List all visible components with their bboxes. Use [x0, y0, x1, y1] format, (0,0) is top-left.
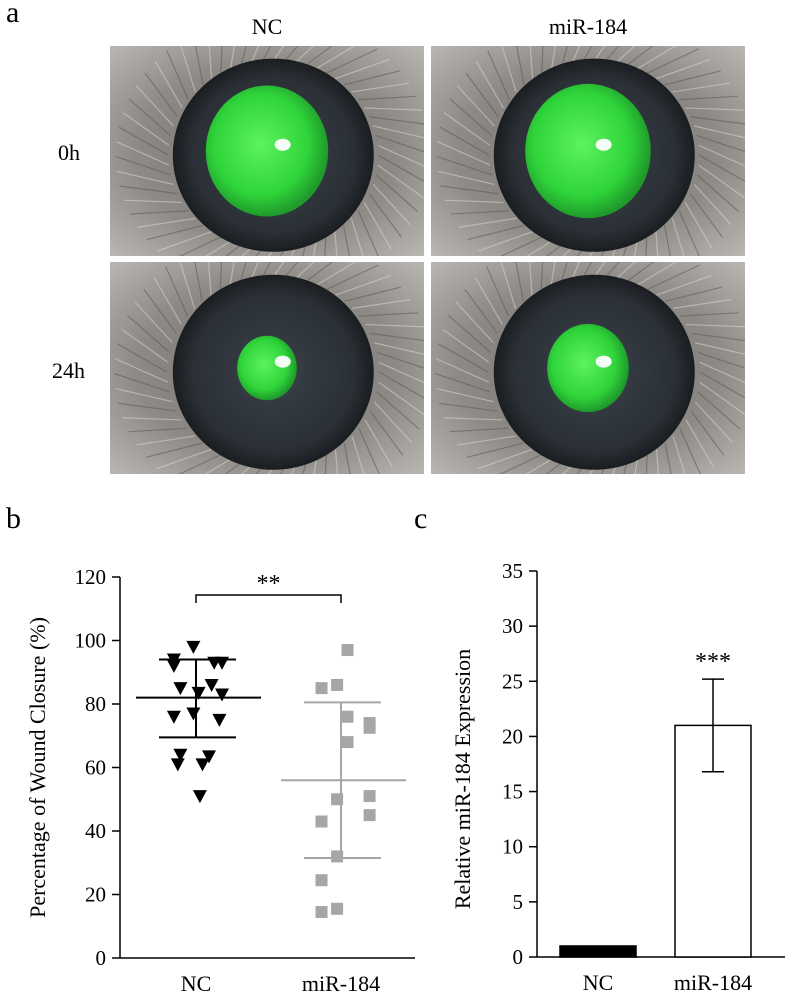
data-point-nc — [170, 758, 185, 772]
y-tick-label: 25 — [502, 669, 523, 693]
data-point-nc — [202, 750, 216, 764]
light-reflection — [595, 138, 612, 151]
fluorescein-stain — [547, 323, 629, 413]
y-tick-label: 5 — [513, 890, 524, 914]
y-tick-label: 20 — [502, 724, 523, 748]
data-point-nc — [166, 710, 181, 724]
y-tick-label: 120 — [75, 565, 107, 589]
y-tick-label: 40 — [85, 819, 106, 843]
y-tick-label: 10 — [502, 835, 523, 859]
data-point-mir184 — [331, 678, 344, 691]
x-tick-label: miR-184 — [302, 971, 380, 996]
fluorescein-stain — [525, 83, 651, 219]
fluorescein-stain — [237, 335, 297, 401]
data-point-mir184 — [341, 644, 354, 657]
light-reflection — [595, 355, 612, 368]
data-point-nc — [204, 678, 219, 692]
y-tick-label: 35 — [502, 559, 523, 583]
y-tick-label: 30 — [502, 614, 523, 638]
data-point-mir184 — [315, 874, 328, 887]
y-axis-label: Relative miR-184 Expression — [450, 649, 475, 909]
data-point-mir184 — [331, 902, 344, 915]
data-point-nc — [212, 713, 227, 727]
data-point-nc — [173, 682, 188, 696]
data-point-mir184 — [341, 736, 354, 749]
data-point-nc — [173, 748, 188, 762]
y-axis-label: Percentage of Wound Closure (%) — [25, 617, 50, 918]
significance-label: ** — [257, 571, 281, 597]
bar-nc — [559, 945, 637, 958]
fluorescein-stain — [205, 85, 329, 217]
y-tick-label: 0 — [96, 946, 107, 970]
x-tick-label: NC — [583, 970, 614, 995]
y-tick-label: 100 — [75, 629, 107, 653]
data-point-mir184 — [363, 809, 376, 822]
column-label-mir184: miR-184 — [548, 14, 628, 39]
light-reflection — [274, 138, 291, 151]
data-point-mir184 — [363, 790, 376, 803]
eye-image-nc-0h — [110, 46, 424, 256]
data-point-mir184 — [315, 815, 328, 828]
data-point-nc — [215, 688, 229, 702]
y-tick-label: 60 — [85, 756, 106, 780]
y-tick-label: 0 — [513, 945, 524, 969]
chart-b-wound-closure: 0 20 40 60 80 100 120 Percentage of Wound Closu… — [25, 565, 415, 996]
y-tick-label: 80 — [85, 692, 106, 716]
data-point-mir184 — [341, 710, 354, 723]
data-point-mir184 — [315, 682, 328, 695]
data-point-nc — [186, 640, 201, 654]
eye-image-nc-24h — [110, 262, 424, 474]
data-point-mir184 — [315, 905, 328, 918]
panel-a-letter: a — [6, 0, 20, 29]
panel-c-letter: c — [414, 502, 428, 535]
row-label-0h: 0h — [58, 140, 80, 165]
data-point-nc — [192, 790, 207, 804]
x-tick-label: NC — [181, 971, 212, 996]
y-tick-label: 15 — [502, 780, 523, 804]
eye-image-mir184-24h — [431, 262, 745, 474]
panel-b-letter: b — [6, 502, 21, 535]
significance-bracket — [195, 594, 342, 603]
data-point-nc — [195, 758, 210, 772]
row-label-24h: 24h — [52, 358, 85, 383]
eye-image-mir184-0h — [431, 46, 745, 256]
significance-label: *** — [695, 649, 731, 675]
light-reflection — [274, 355, 291, 368]
data-point-mir184 — [363, 721, 376, 734]
data-point-nc — [166, 659, 181, 673]
y-tick-label: 20 — [85, 883, 106, 907]
column-label-nc: NC — [251, 14, 283, 39]
x-tick-label: miR-184 — [674, 970, 752, 995]
